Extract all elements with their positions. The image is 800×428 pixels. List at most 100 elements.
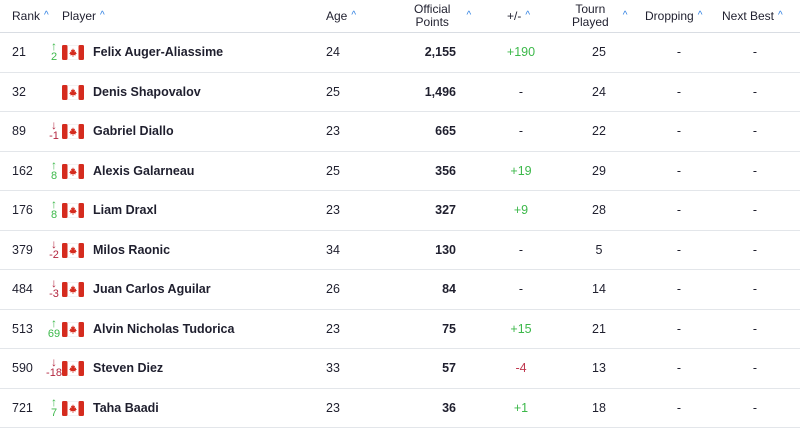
next-best-value: - <box>728 349 782 388</box>
table-body: 21 ↑ 2 Felix Auger-Aliassime 24 2,155 +1… <box>0 33 800 428</box>
rank-value: 484 <box>12 270 33 309</box>
sort-next-best-header[interactable]: Next Best^ <box>722 0 783 32</box>
rank-movement: ↓ -18 <box>45 349 63 388</box>
chevron-up-icon: ^ <box>698 10 703 21</box>
player-name-link[interactable]: Gabriel Diallo <box>93 112 174 151</box>
movement-value: 69 <box>48 329 60 340</box>
plusminus-value: - <box>490 112 552 151</box>
table-row[interactable]: 484 ↓ -3 Juan Carlos Aguilar 26 84 - 14 … <box>0 270 800 310</box>
age-value: 33 <box>326 349 340 388</box>
sort-dropping-header[interactable]: Dropping ^ <box>645 0 702 32</box>
plusminus-value: +1 <box>490 389 552 428</box>
rank-header-label: Rank <box>12 9 40 23</box>
dropping-value: - <box>652 231 706 270</box>
table-row[interactable]: 21 ↑ 2 Felix Auger-Aliassime 24 2,155 +1… <box>0 33 800 73</box>
dropping-value: - <box>652 112 706 151</box>
rank-movement: ↑ 69 <box>45 310 63 349</box>
official-points-value: 1,496 <box>384 73 456 112</box>
table-row[interactable]: 513 ↑ 69 Alvin Nicholas Tudorica 23 75 +… <box>0 310 800 350</box>
canada-flag-icon <box>62 282 84 297</box>
sort-player-header[interactable]: Player^ <box>62 0 105 32</box>
rank-movement: ↓ -1 <box>45 112 63 151</box>
official-points-value: 36 <box>384 389 456 428</box>
movement-value: -2 <box>49 250 59 261</box>
player-name-link[interactable]: Alexis Galarneau <box>93 152 194 191</box>
movement-value: -3 <box>49 289 59 300</box>
tournaments-played-value: 5 <box>572 231 626 270</box>
age-header-label: Age <box>326 9 347 23</box>
player-name-link[interactable]: Liam Draxl <box>93 191 157 230</box>
next-best-value: - <box>728 112 782 151</box>
tournaments-played-value: 24 <box>572 73 626 112</box>
official-points-value: 327 <box>384 191 456 230</box>
next-best-value: - <box>728 231 782 270</box>
rank-value: 176 <box>12 191 33 230</box>
age-value: 25 <box>326 73 340 112</box>
table-row[interactable]: 32 Denis Shapovalov 25 1,496 - 24 - - <box>0 73 800 113</box>
plusminus-value: - <box>490 73 552 112</box>
rank-value: 513 <box>12 310 33 349</box>
player-name-link[interactable]: Juan Carlos Aguilar <box>93 270 211 309</box>
rank-value: 32 <box>12 73 26 112</box>
next-best-header-label: Next Best <box>722 9 774 23</box>
player-header-label: Player <box>62 9 96 23</box>
canada-flag-icon <box>62 85 84 100</box>
table-row[interactable]: 176 ↑ 8 Liam Draxl 23 327 +9 28 - - <box>0 191 800 231</box>
player-name-link[interactable]: Alvin Nicholas Tudorica <box>93 310 234 349</box>
chevron-up-icon: ^ <box>351 10 356 21</box>
rank-movement: ↑ 2 <box>45 33 63 72</box>
table-row[interactable]: 590 ↓ -18 Steven Diez 33 57 -4 13 - - <box>0 349 800 389</box>
tournaments-played-value: 13 <box>572 349 626 388</box>
tournaments-played-value: 14 <box>572 270 626 309</box>
next-best-value: - <box>728 73 782 112</box>
plusminus-header-label: +/- <box>507 9 521 23</box>
movement-value: 7 <box>51 408 57 419</box>
table-row[interactable]: 379 ↓ -2 Milos Raonic 34 130 - 5 - - <box>0 231 800 271</box>
movement-value: -18 <box>46 368 62 379</box>
tournaments-played-value: 28 <box>572 191 626 230</box>
movement-value: -1 <box>49 131 59 142</box>
dropping-header-label: Dropping <box>645 9 694 23</box>
rank-value: 21 <box>12 33 26 72</box>
dropping-value: - <box>652 270 706 309</box>
rank-value: 162 <box>12 152 33 191</box>
tournaments-played-value: 21 <box>572 310 626 349</box>
official-points-value: 356 <box>384 152 456 191</box>
plusminus-value: +190 <box>490 33 552 72</box>
plusminus-value: +19 <box>490 152 552 191</box>
age-value: 23 <box>326 112 340 151</box>
next-best-value: - <box>728 33 782 72</box>
official-points-value: 2,155 <box>384 33 456 72</box>
dropping-value: - <box>652 33 706 72</box>
tournaments-played-value: 18 <box>572 389 626 428</box>
rank-movement: ↑ 8 <box>45 152 63 191</box>
player-name-link[interactable]: Denis Shapovalov <box>93 73 201 112</box>
age-value: 25 <box>326 152 340 191</box>
tournaments-played-value: 25 <box>572 33 626 72</box>
chevron-up-icon: ^ <box>466 9 471 22</box>
rank-value: 590 <box>12 349 33 388</box>
official-points-value: 75 <box>384 310 456 349</box>
rank-movement: ↑ 7 <box>45 389 63 428</box>
table-row[interactable]: 89 ↓ -1 Gabriel Diallo 23 665 - 22 - - <box>0 112 800 152</box>
next-best-value: - <box>728 310 782 349</box>
table-row[interactable]: 162 ↑ 8 Alexis Galarneau 25 356 +19 29 -… <box>0 152 800 192</box>
sort-rank-header[interactable]: Rank^ <box>12 0 49 32</box>
age-value: 26 <box>326 270 340 309</box>
table-row[interactable]: 721 ↑ 7 Taha Baadi 23 36 +1 18 - - <box>0 389 800 428</box>
player-name-link[interactable]: Felix Auger-Aliassime <box>93 33 223 72</box>
sort-age-header[interactable]: Age ^ <box>326 0 356 32</box>
next-best-value: - <box>728 152 782 191</box>
rank-value: 89 <box>12 112 26 151</box>
player-name-link[interactable]: Milos Raonic <box>93 231 170 270</box>
sort-plusminus-header[interactable]: +/- ^ <box>507 0 530 32</box>
canada-flag-icon <box>62 124 84 139</box>
dropping-value: - <box>652 389 706 428</box>
official-points-value: 84 <box>384 270 456 309</box>
player-name-link[interactable]: Steven Diez <box>93 349 163 388</box>
player-name-link[interactable]: Taha Baadi <box>93 389 159 428</box>
dropping-value: - <box>652 152 706 191</box>
chevron-up-icon: ^ <box>525 10 530 21</box>
